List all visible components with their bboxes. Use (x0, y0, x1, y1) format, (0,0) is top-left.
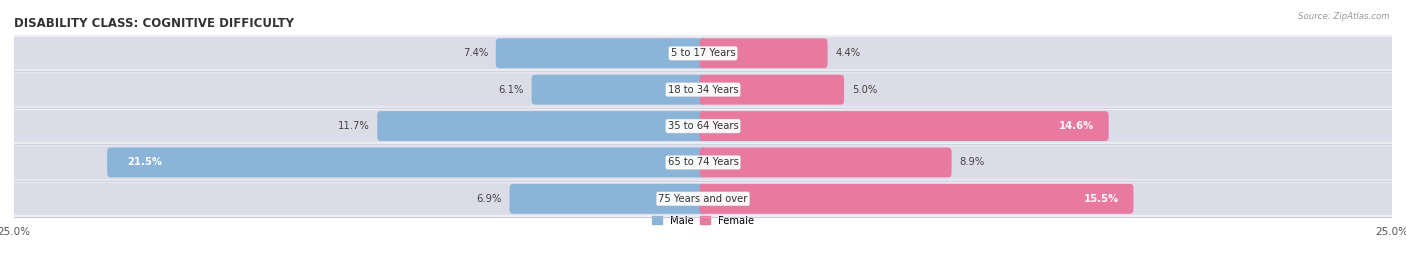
FancyBboxPatch shape (699, 37, 1396, 69)
FancyBboxPatch shape (10, 146, 707, 178)
Text: 6.9%: 6.9% (477, 194, 502, 204)
FancyBboxPatch shape (699, 110, 1396, 142)
Text: 15.5%: 15.5% (1084, 194, 1119, 204)
Text: 35 to 64 Years: 35 to 64 Years (668, 121, 738, 131)
FancyBboxPatch shape (107, 147, 706, 177)
FancyBboxPatch shape (10, 74, 707, 106)
Text: 5 to 17 Years: 5 to 17 Years (671, 48, 735, 58)
Bar (14, 144, 1392, 181)
Bar (14, 72, 1392, 108)
FancyBboxPatch shape (509, 184, 706, 214)
Bar (14, 35, 1392, 72)
Text: 7.4%: 7.4% (463, 48, 488, 58)
Text: 14.6%: 14.6% (1059, 121, 1094, 131)
Text: 65 to 74 Years: 65 to 74 Years (668, 157, 738, 167)
Text: 5.0%: 5.0% (852, 85, 877, 95)
FancyBboxPatch shape (700, 75, 844, 104)
FancyBboxPatch shape (496, 38, 706, 68)
Text: 11.7%: 11.7% (337, 121, 370, 131)
FancyBboxPatch shape (10, 110, 707, 142)
FancyBboxPatch shape (10, 183, 707, 215)
FancyBboxPatch shape (700, 111, 1109, 141)
FancyBboxPatch shape (10, 37, 707, 69)
FancyBboxPatch shape (700, 184, 1133, 214)
Text: 6.1%: 6.1% (499, 85, 524, 95)
FancyBboxPatch shape (699, 74, 1396, 106)
Text: 21.5%: 21.5% (127, 157, 162, 167)
Text: 4.4%: 4.4% (835, 48, 860, 58)
Text: 8.9%: 8.9% (959, 157, 984, 167)
Legend: Male, Female: Male, Female (652, 216, 754, 226)
FancyBboxPatch shape (531, 75, 706, 104)
Text: 75 Years and over: 75 Years and over (658, 194, 748, 204)
FancyBboxPatch shape (699, 146, 1396, 178)
Bar (14, 181, 1392, 217)
FancyBboxPatch shape (699, 183, 1396, 215)
FancyBboxPatch shape (700, 38, 828, 68)
Text: 18 to 34 Years: 18 to 34 Years (668, 85, 738, 95)
Text: Source: ZipAtlas.com: Source: ZipAtlas.com (1298, 12, 1389, 21)
FancyBboxPatch shape (377, 111, 706, 141)
Bar (14, 108, 1392, 144)
FancyBboxPatch shape (700, 147, 952, 177)
Text: DISABILITY CLASS: COGNITIVE DIFFICULTY: DISABILITY CLASS: COGNITIVE DIFFICULTY (14, 17, 294, 30)
